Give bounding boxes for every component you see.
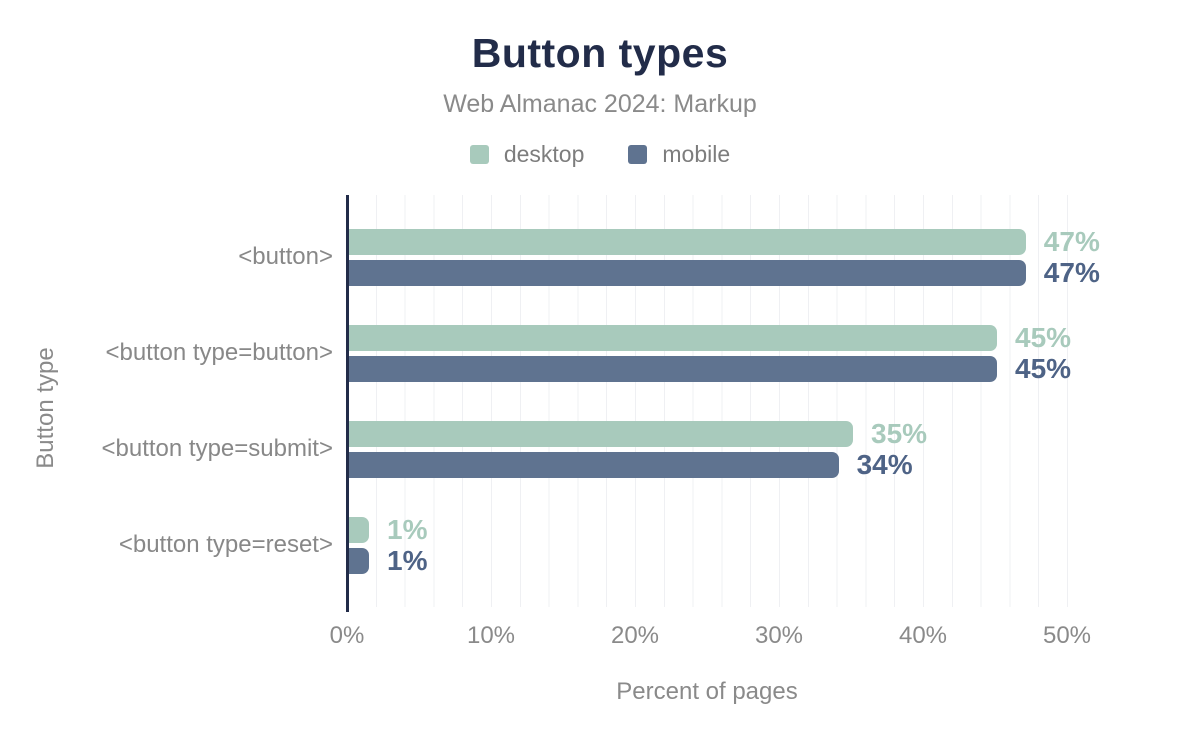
legend: desktop mobile: [0, 141, 1200, 168]
category-label: <button type=button>: [105, 339, 333, 366]
bar-value-label: 1%: [387, 544, 428, 576]
legend-label: mobile: [662, 141, 731, 167]
x-tick-label: 50%: [1042, 622, 1092, 649]
x-axis-title: Percent of pages: [616, 678, 798, 705]
bar-value-label: 35%: [871, 417, 928, 449]
y-axis-title: Button type: [32, 347, 59, 469]
bar-value-label: 47%: [1043, 225, 1100, 257]
x-tick-label: 20%: [610, 622, 660, 649]
bar-value-label: 47%: [1043, 256, 1100, 288]
legend-item-mobile[interactable]: mobile: [628, 141, 730, 168]
bar-mobile-1[interactable]: [349, 355, 997, 382]
legend-item-desktop[interactable]: desktop: [469, 141, 585, 168]
legend-swatch-icon: [628, 145, 648, 164]
x-tick-label: 10%: [466, 622, 516, 649]
category-label: <button>: [238, 243, 333, 270]
category-label: <button type=submit>: [101, 435, 334, 462]
bar-value-label: 34%: [856, 448, 913, 480]
category-label: <button type=reset>: [118, 531, 333, 558]
bar-desktop-2[interactable]: [349, 420, 853, 447]
bar-mobile-0[interactable]: [349, 259, 1026, 286]
x-tick-label: 40%: [898, 622, 948, 649]
chart-title: Button types: [471, 30, 729, 76]
bar-desktop-1[interactable]: [349, 324, 997, 351]
bar-value-label: 45%: [1015, 321, 1072, 353]
bar-mobile-2[interactable]: [349, 451, 839, 478]
x-tick-label: 30%: [754, 622, 804, 649]
legend-swatch-icon: [469, 145, 489, 164]
bar-mobile-3[interactable]: [349, 547, 369, 574]
bar-value-label: 1%: [387, 513, 428, 545]
bar-desktop-0[interactable]: [349, 228, 1026, 255]
legend-label: desktop: [503, 141, 585, 167]
bar-value-label: 45%: [1015, 352, 1072, 384]
y-axis-line: [346, 195, 349, 612]
x-tick-label: 0%: [329, 622, 365, 649]
bar-desktop-3[interactable]: [349, 516, 369, 543]
plot-grid: [347, 195, 1068, 607]
chart-subtitle: Web Almanac 2024: Markup: [443, 90, 757, 118]
